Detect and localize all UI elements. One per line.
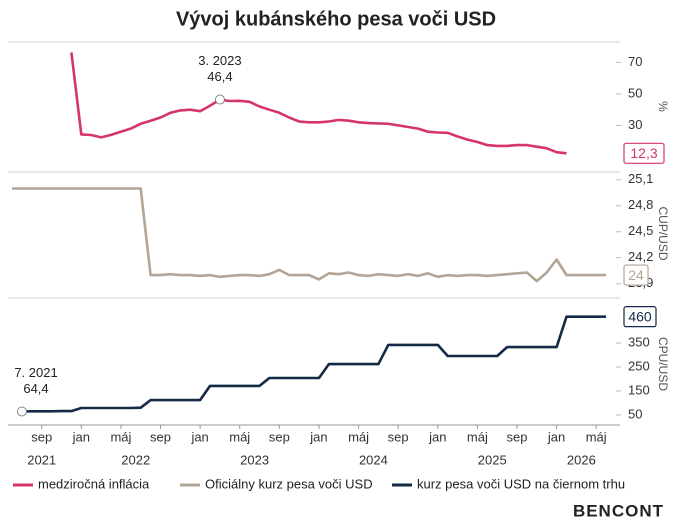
annotation: 3. 2023 (198, 53, 241, 68)
y-tick-label: 70 (628, 54, 642, 69)
x-tick-label: sep (150, 429, 171, 444)
chart-title: Vývoj kubánského pesa voči USD (176, 8, 496, 30)
x-tick-label: jan (72, 429, 90, 444)
highlight-point (16, 406, 27, 417)
series-line (21, 315, 607, 413)
x-year-label: 2023 (240, 452, 269, 467)
x-tick-label: jan (428, 429, 446, 444)
legend-label: kurz pesa voči USD na čiernom trhu (417, 476, 625, 491)
x-tick-label: sep (31, 429, 52, 444)
value-label: 12,3 (630, 145, 657, 161)
value-label-box (623, 142, 665, 164)
y-tick-label: 50 (628, 85, 642, 100)
value-label: 64,4 (23, 381, 48, 396)
x-tick-label: jan (309, 429, 327, 444)
x-year-label: 2024 (359, 452, 388, 467)
y-tick-label: 30 (628, 117, 642, 132)
legend-label: Oficiálny kurz pesa voči USD (205, 476, 373, 491)
y-tick-label: 150 (628, 382, 650, 397)
x-tick-label: jan (190, 429, 208, 444)
x-tick-label: sep (388, 429, 409, 444)
x-year-label: 2021 (27, 452, 56, 467)
x-year-label: 2026 (567, 452, 596, 467)
x-tick-label: sep (269, 429, 290, 444)
y-axis-label: CPU/USD (656, 337, 670, 391)
y-axis-label: % (656, 101, 670, 112)
x-tick-label: máj (586, 429, 607, 444)
brand: BENCONT (573, 501, 664, 520)
y-tick-label: 350 (628, 334, 650, 349)
value-label: 46,4 (207, 69, 232, 84)
value-label: 24 (628, 267, 644, 283)
y-tick-label: 24,5 (628, 223, 653, 238)
annotation: 7. 2021 (14, 365, 57, 380)
x-tick-label: máj (229, 429, 250, 444)
x-tick-label: jan (547, 429, 565, 444)
value-label-box (623, 306, 657, 328)
series-line (12, 187, 607, 283)
series-line (70, 52, 567, 155)
x-year-label: 2022 (121, 452, 150, 467)
highlight-point (214, 94, 225, 105)
x-tick-label: máj (467, 429, 488, 444)
y-tick-label: 24,2 (628, 249, 653, 264)
y-tick-label: 250 (628, 358, 650, 373)
value-label-box (623, 264, 649, 286)
y-tick-label: 50 (628, 406, 642, 421)
x-year-label: 2025 (478, 452, 507, 467)
legend-label: medziročná inflácia (38, 476, 150, 491)
y-tick-label: 25,1 (628, 171, 653, 186)
y-tick-label: 24,8 (628, 197, 653, 212)
y-axis-label: CUP/USD (656, 206, 670, 260)
x-tick-label: sep (506, 429, 527, 444)
x-tick-label: máj (348, 429, 369, 444)
x-tick-label: máj (110, 429, 131, 444)
value-label: 460 (628, 308, 652, 324)
